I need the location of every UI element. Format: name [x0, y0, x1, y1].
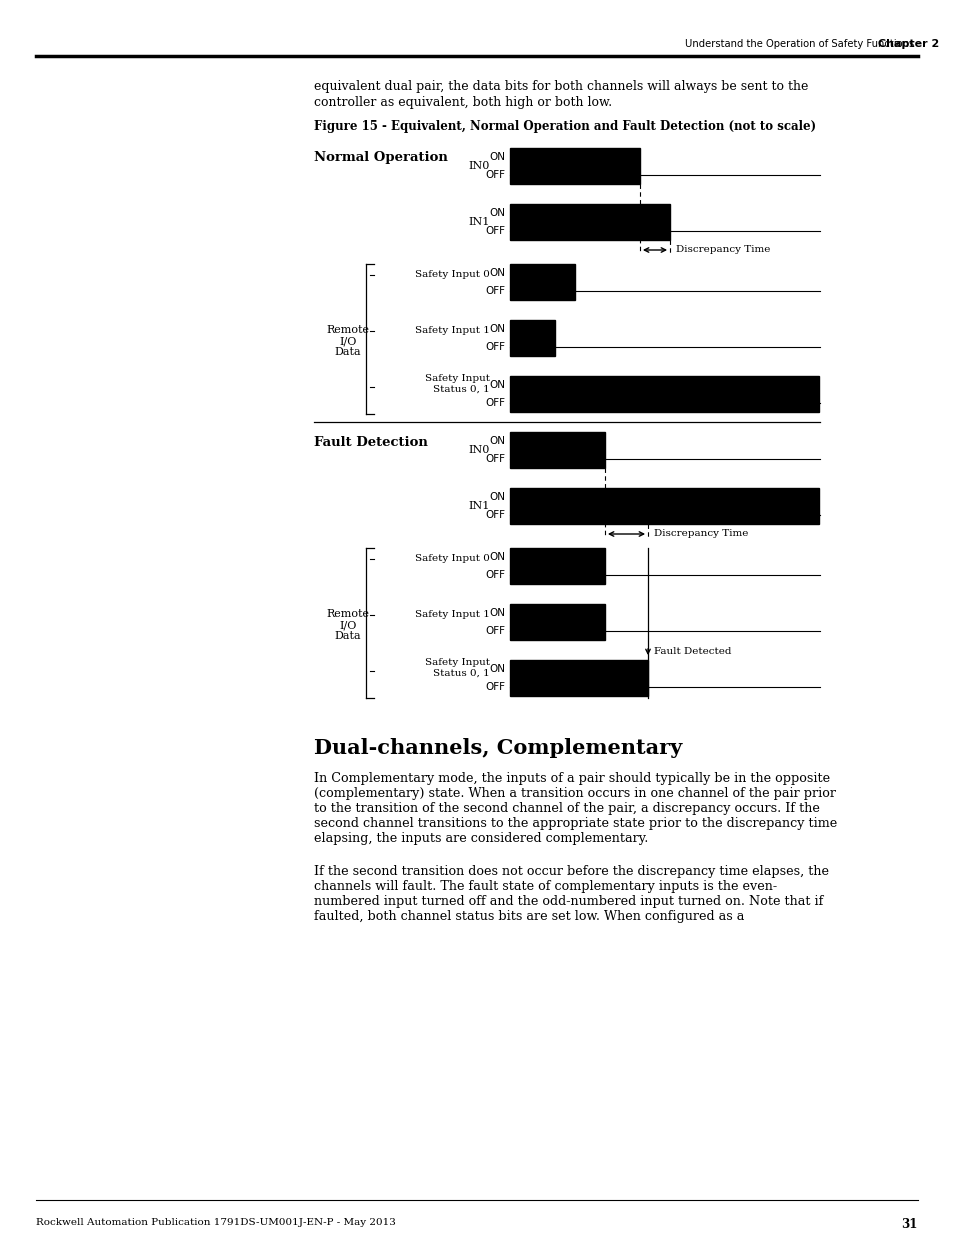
Text: I/O: I/O	[339, 336, 356, 346]
Text: Chapter 2: Chapter 2	[877, 40, 939, 49]
Text: If the second transition does not occur before the discrepancy time elapses, the: If the second transition does not occur …	[314, 864, 828, 878]
Text: Safety Input 1: Safety Input 1	[415, 326, 490, 335]
Text: Remote: Remote	[326, 609, 369, 619]
Text: OFF: OFF	[484, 571, 504, 580]
Text: OFF: OFF	[484, 682, 504, 692]
Text: IN1: IN1	[468, 217, 490, 227]
Text: faulted, both channel status bits are set low. When configured as a: faulted, both channel status bits are se…	[314, 910, 743, 923]
Text: Dual-channels, Complementary: Dual-channels, Complementary	[314, 739, 681, 758]
Bar	[510, 264, 575, 300]
Text: Rockwell Automation Publication 1791DS-UM001J-EN-P - May 2013: Rockwell Automation Publication 1791DS-U…	[36, 1218, 395, 1228]
Text: Remote: Remote	[326, 325, 369, 335]
Text: channels will fault. The fault state of complementary inputs is the even-: channels will fault. The fault state of …	[314, 881, 777, 893]
Bar	[510, 148, 639, 184]
Text: numbered input turned off and the odd-numbered input turned on. Note that if: numbered input turned off and the odd-nu…	[314, 895, 822, 908]
Text: Status 0, 1: Status 0, 1	[433, 669, 490, 678]
Text: equivalent dual pair, the data bits for both channels will always be sent to the: equivalent dual pair, the data bits for …	[314, 80, 807, 93]
Text: Fault Detected: Fault Detected	[654, 647, 731, 657]
Bar	[510, 488, 818, 524]
Text: ON: ON	[489, 608, 504, 618]
Text: second channel transitions to the appropriate state prior to the discrepancy tim: second channel transitions to the approp…	[314, 818, 837, 830]
Text: ON: ON	[489, 552, 504, 562]
Text: OFF: OFF	[484, 454, 504, 464]
Bar	[510, 375, 818, 412]
Text: ON: ON	[489, 436, 504, 446]
Text: Safety Input 0: Safety Input 0	[415, 555, 490, 563]
Text: ON: ON	[489, 324, 504, 333]
Text: ON: ON	[489, 152, 504, 162]
Bar	[510, 432, 604, 468]
Text: IN0: IN0	[468, 161, 490, 170]
Text: Figure 15 - Equivalent, Normal Operation and Fault Detection (not to scale): Figure 15 - Equivalent, Normal Operation…	[314, 120, 815, 133]
Text: Discrepancy Time: Discrepancy Time	[676, 246, 770, 254]
Text: OFF: OFF	[484, 226, 504, 236]
Text: OFF: OFF	[484, 287, 504, 296]
Text: ON: ON	[489, 492, 504, 501]
Text: OFF: OFF	[484, 170, 504, 180]
Text: Safety Input 0: Safety Input 0	[415, 270, 490, 279]
Text: Data: Data	[335, 631, 361, 641]
Text: Status 0, 1: Status 0, 1	[433, 385, 490, 394]
Text: OFF: OFF	[484, 626, 504, 636]
Bar	[510, 659, 647, 697]
Text: I/O: I/O	[339, 620, 356, 630]
Text: 31: 31	[901, 1218, 917, 1231]
Bar	[510, 548, 604, 584]
Text: In Complementary mode, the inputs of a pair should typically be in the opposite: In Complementary mode, the inputs of a p…	[314, 772, 829, 785]
Text: Safety Input 1: Safety Input 1	[415, 610, 490, 619]
Text: Data: Data	[335, 347, 361, 357]
Text: Safety Input: Safety Input	[424, 658, 490, 667]
Text: ON: ON	[489, 268, 504, 278]
Text: Fault Detection: Fault Detection	[314, 436, 428, 448]
Text: controller as equivalent, both high or both low.: controller as equivalent, both high or b…	[314, 96, 612, 109]
Text: Normal Operation: Normal Operation	[314, 152, 447, 164]
Text: Discrepancy Time: Discrepancy Time	[654, 530, 747, 538]
Text: Safety Input: Safety Input	[424, 374, 490, 383]
Text: to the transition of the second channel of the pair, a discrepancy occurs. If th: to the transition of the second channel …	[314, 802, 819, 815]
Text: OFF: OFF	[484, 398, 504, 408]
Bar	[510, 604, 604, 640]
Text: ON: ON	[489, 207, 504, 219]
Text: ON: ON	[489, 664, 504, 674]
Text: ON: ON	[489, 380, 504, 390]
Text: IN0: IN0	[468, 445, 490, 454]
Text: IN1: IN1	[468, 501, 490, 511]
Text: OFF: OFF	[484, 342, 504, 352]
Bar	[510, 204, 669, 240]
Text: elapsing, the inputs are considered complementary.: elapsing, the inputs are considered comp…	[314, 832, 648, 845]
Text: OFF: OFF	[484, 510, 504, 520]
Text: (complementary) state. When a transition occurs in one channel of the pair prior: (complementary) state. When a transition…	[314, 787, 835, 800]
Text: Understand the Operation of Safety Functions: Understand the Operation of Safety Funct…	[684, 40, 913, 49]
Bar	[510, 320, 555, 356]
